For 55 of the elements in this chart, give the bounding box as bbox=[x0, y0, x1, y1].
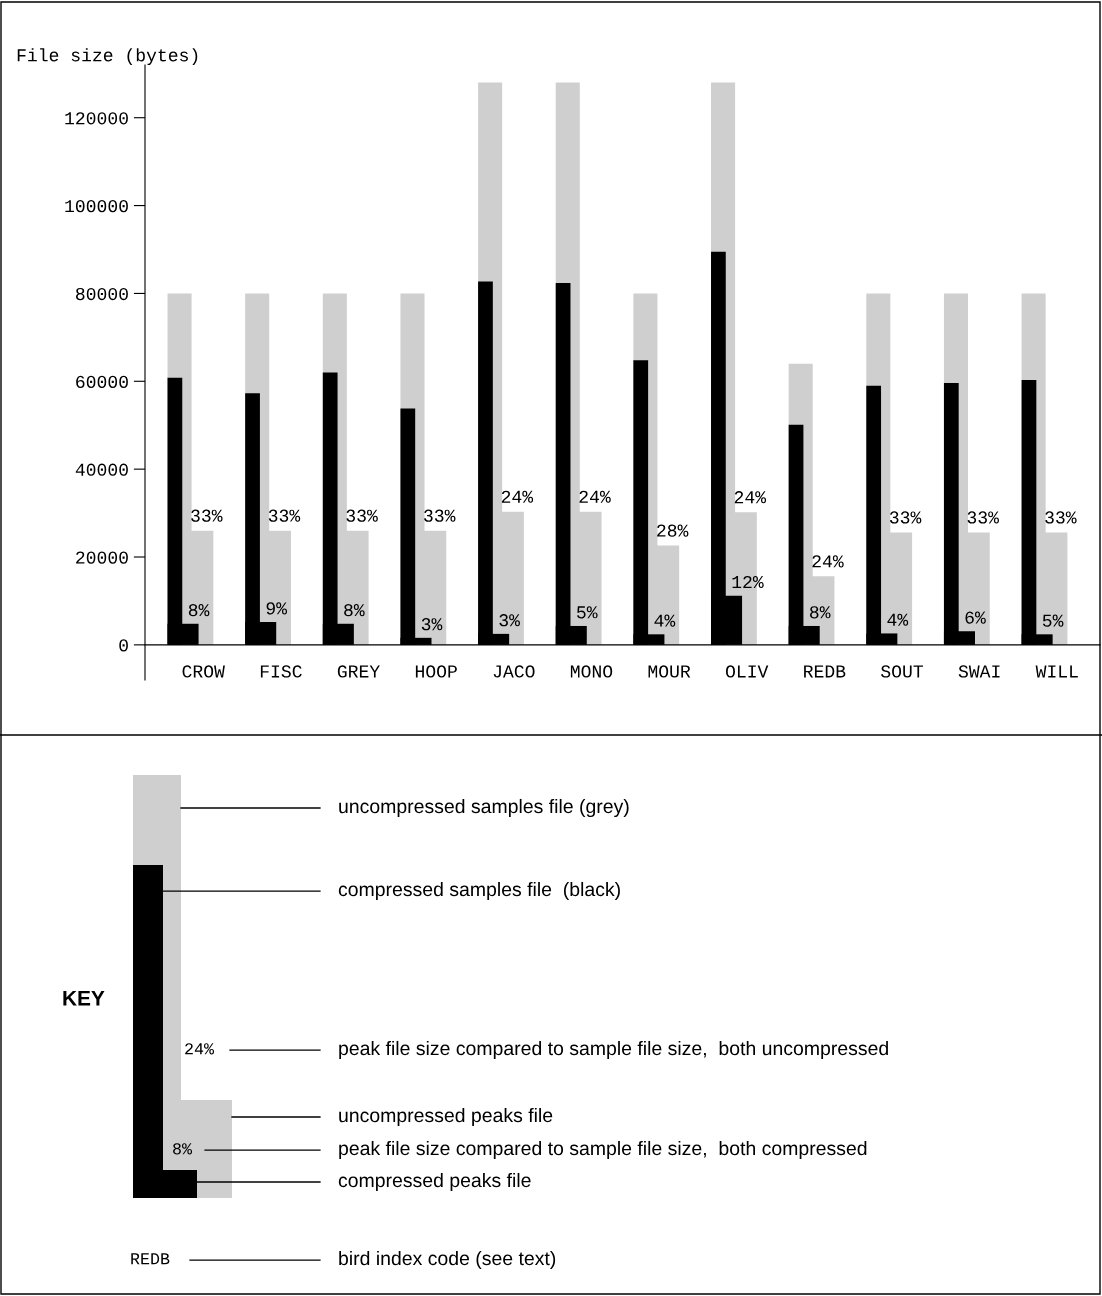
y-tick-label: 120000 bbox=[65, 112, 128, 125]
annotation: 33% bbox=[1045, 511, 1077, 524]
annotation: 3% bbox=[499, 614, 520, 627]
x-tick-label: MOUR bbox=[648, 665, 691, 678]
x-tick-label: JACO bbox=[493, 665, 535, 678]
annotation: 12% bbox=[732, 575, 764, 589]
x-tick-label: CROW bbox=[182, 665, 225, 678]
y-tick-label: 0 bbox=[119, 639, 128, 652]
annotation: 8% bbox=[344, 603, 365, 617]
annotation: 33% bbox=[424, 509, 456, 522]
x-tick-label: FISC bbox=[260, 665, 302, 678]
x-tick-label: MONO bbox=[570, 665, 613, 678]
y-tick-label: 40000 bbox=[75, 463, 128, 476]
text: compressed samples file (black) bbox=[338, 881, 620, 901]
legend-title: KEY bbox=[63, 991, 105, 1006]
annotation: 3% bbox=[421, 618, 443, 631]
text: bird index code (see text) bbox=[339, 1250, 556, 1270]
annotation: 8% bbox=[188, 603, 210, 617]
annotation: 33% bbox=[268, 509, 301, 522]
y-tick-label: 20000 bbox=[76, 551, 128, 564]
annotation: 33% bbox=[346, 509, 378, 522]
annotation: 28% bbox=[657, 524, 689, 537]
text: 24% bbox=[185, 1043, 215, 1055]
y-axis-title: File size (bytes) bbox=[17, 48, 198, 65]
annotation: 9% bbox=[266, 602, 288, 615]
text: uncompressed peaks file bbox=[339, 1107, 553, 1127]
y-tick-label: 60000 bbox=[76, 375, 128, 389]
annotation: 5% bbox=[577, 606, 598, 619]
annotation: 4% bbox=[887, 613, 909, 626]
text: REDB bbox=[131, 1253, 170, 1265]
annotation: 33% bbox=[191, 509, 223, 522]
annotation: 24% bbox=[501, 490, 534, 503]
annotation: 6% bbox=[965, 611, 986, 624]
x-tick-label: OLIV bbox=[725, 665, 769, 678]
x-tick-label: SWAI bbox=[958, 665, 1000, 678]
x-tick-label: WILL bbox=[1035, 665, 1078, 678]
y-tick-label: 100000 bbox=[65, 200, 128, 213]
x-tick-label: GREY bbox=[337, 665, 380, 678]
annotation: 4% bbox=[654, 614, 676, 627]
x-tick-label: HOOP bbox=[415, 665, 457, 678]
text: peak file size compared to sample file size, both compressed bbox=[339, 1140, 867, 1160]
annotation: 33% bbox=[889, 511, 922, 524]
text: uncompressed samples file (grey) bbox=[339, 798, 629, 818]
text: compressed peaks file bbox=[338, 1172, 531, 1192]
text: peak file size compared to sample file size, both uncompressed bbox=[339, 1040, 888, 1060]
x-tick-label: SOUT bbox=[881, 665, 923, 678]
y-tick-label: 80000 bbox=[76, 287, 128, 301]
annotation: 5% bbox=[1042, 614, 1064, 627]
annotation: 24% bbox=[812, 555, 844, 568]
annotation: 33% bbox=[967, 511, 999, 524]
annotation: 24% bbox=[579, 490, 611, 503]
x-tick-label: REDB bbox=[804, 665, 846, 678]
text: 8% bbox=[173, 1143, 193, 1155]
annotation: 8% bbox=[810, 606, 831, 619]
annotation: 24% bbox=[734, 491, 767, 504]
